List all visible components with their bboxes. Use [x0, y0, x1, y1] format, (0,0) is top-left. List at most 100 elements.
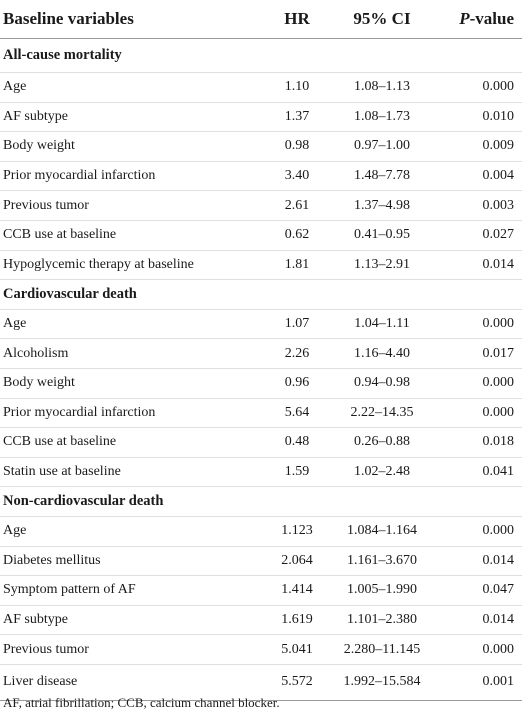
p-value-cell: 0.000: [438, 309, 522, 340]
section-header-row: All-cause mortality: [0, 38, 522, 73]
ci-cell: 1.101–2.380: [326, 605, 438, 636]
hr-cell: 1.123: [248, 516, 326, 547]
ci-cell: 1.13–2.91: [326, 250, 438, 281]
ci-cell: 1.48–7.78: [326, 161, 438, 192]
ci-cell: 1.08–1.73: [326, 102, 438, 133]
section-title: Non-cardiovascular death: [0, 486, 522, 517]
variable-name-cell: AF subtype: [0, 605, 248, 636]
ci-cell: 0.97–1.00: [326, 131, 438, 162]
table-row: CCB use at baseline 0.48 0.26–0.88 0.018: [0, 427, 522, 458]
ci-cell: 1.084–1.164: [326, 516, 438, 547]
hr-cell: 1.10: [248, 72, 326, 103]
hr-cell: 1.619: [248, 605, 326, 636]
variable-name-cell: Previous tumor: [0, 190, 248, 221]
table-row: Hypoglycemic therapy at baseline 1.81 1.13…: [0, 250, 522, 281]
variable-name-cell: Hypoglycemic therapy at baseline: [0, 250, 248, 281]
ci-cell: 1.37–4.98: [326, 190, 438, 221]
header-p-italic: P: [459, 9, 470, 28]
hr-cell: 5.041: [248, 634, 326, 665]
table-body: All-cause mortality Age 1.10 1.08–1.13 0.000…: [0, 38, 522, 701]
table-row: Age 1.07 1.04–1.11 0.000: [0, 309, 522, 340]
hr-cell: 1.81: [248, 250, 326, 281]
variable-name-cell: Age: [0, 516, 248, 547]
table-row: Prior myocardial infarction 3.40 1.48–7.78…: [0, 161, 522, 192]
p-value-cell: 0.017: [438, 338, 522, 369]
variable-name-cell: Prior myocardial infarction: [0, 161, 248, 192]
variable-name-cell: Previous tumor: [0, 634, 248, 665]
ci-cell: 1.02–2.48: [326, 457, 438, 488]
hr-cell: 0.62: [248, 220, 326, 251]
ci-cell: 2.22–14.35: [326, 398, 438, 429]
variable-name-cell: Alcoholism: [0, 338, 248, 369]
header-95-ci: 95% CI: [326, 0, 438, 39]
hr-cell: 5.64: [248, 398, 326, 429]
ci-cell: 1.08–1.13: [326, 72, 438, 103]
table-footnote: AF, atrial fibrillation; CCB, calcium ch…: [3, 695, 280, 710]
p-value-cell: 0.001: [438, 664, 522, 701]
p-value-cell: 0.014: [438, 250, 522, 281]
ci-cell: 1.16–4.40: [326, 338, 438, 369]
p-value-cell: 0.041: [438, 457, 522, 488]
p-value-cell: 0.018: [438, 427, 522, 458]
table-row: Body weight 0.96 0.94–0.98 0.000: [0, 368, 522, 399]
table-row: Prior myocardial infarction 5.64 2.22–14.3…: [0, 398, 522, 429]
hr-cell: 5.572: [248, 664, 326, 701]
hr-cell: 2.26: [248, 338, 326, 369]
table-row: Age 1.123 1.084–1.164 0.000: [0, 516, 522, 547]
hr-cell: 0.48: [248, 427, 326, 458]
hr-cell: 0.96: [248, 368, 326, 399]
section-title: Cardiovascular death: [0, 279, 522, 310]
header-baseline-variables: Baseline variables: [0, 0, 248, 39]
table-row: AF subtype 1.37 1.08–1.73 0.010: [0, 102, 522, 133]
table-row: Liver disease 5.572 1.992–15.584 0.001: [0, 664, 522, 701]
variable-name-cell: Liver disease: [0, 664, 248, 701]
p-value-cell: 0.000: [438, 398, 522, 429]
ci-cell: 2.280–11.145: [326, 634, 438, 665]
ci-cell: 0.41–0.95: [326, 220, 438, 251]
table-header: Baseline variables HR 95% CI P-value: [0, 0, 522, 39]
p-value-cell: 0.047: [438, 575, 522, 606]
table-row: Symptom pattern of AF 1.414 1.005–1.990 0.0…: [0, 575, 522, 606]
p-value-cell: 0.009: [438, 131, 522, 162]
table-row: Alcoholism 2.26 1.16–4.40 0.017: [0, 338, 522, 369]
p-value-cell: 0.014: [438, 605, 522, 636]
p-value-cell: 0.010: [438, 102, 522, 133]
table-row: AF subtype 1.619 1.101–2.380 0.014: [0, 605, 522, 636]
table-row: Previous tumor 5.041 2.280–11.145 0.000: [0, 634, 522, 665]
variable-name-cell: Prior myocardial infarction: [0, 398, 248, 429]
variable-name-cell: Diabetes mellitus: [0, 546, 248, 577]
ci-cell: 1.161–3.670: [326, 546, 438, 577]
variable-name-cell: Symptom pattern of AF: [0, 575, 248, 606]
p-value-cell: 0.000: [438, 516, 522, 547]
hr-cell: 1.414: [248, 575, 326, 606]
section-header-row: Non-cardiovascular death: [0, 486, 522, 517]
p-value-cell: 0.027: [438, 220, 522, 251]
section-header-row: Cardiovascular death: [0, 279, 522, 310]
hr-cell: 0.98: [248, 131, 326, 162]
p-value-cell: 0.000: [438, 368, 522, 399]
variable-name-cell: Age: [0, 309, 248, 340]
p-value-cell: 0.000: [438, 72, 522, 103]
p-value-cell: 0.014: [438, 546, 522, 577]
header-row: Baseline variables HR 95% CI P-value: [0, 0, 522, 39]
header-p-rest: -value: [469, 9, 514, 28]
ci-cell: 1.992–15.584: [326, 664, 438, 701]
header-p-value: P-value: [438, 0, 522, 39]
hr-cell: 1.37: [248, 102, 326, 133]
variable-name-cell: Body weight: [0, 131, 248, 162]
variable-name-cell: Body weight: [0, 368, 248, 399]
ci-cell: 1.04–1.11: [326, 309, 438, 340]
ci-cell: 0.94–0.98: [326, 368, 438, 399]
variable-name-cell: Statin use at baseline: [0, 457, 248, 488]
table-row: Statin use at baseline 1.59 1.02–2.48 0.041: [0, 457, 522, 488]
hr-cell: 2.61: [248, 190, 326, 221]
table-row: Previous tumor 2.61 1.37–4.98 0.003: [0, 190, 522, 221]
hr-cell: 1.59: [248, 457, 326, 488]
variable-name-cell: AF subtype: [0, 102, 248, 133]
hr-cell: 1.07: [248, 309, 326, 340]
ci-cell: 0.26–0.88: [326, 427, 438, 458]
table-row: Diabetes mellitus 2.064 1.161–3.670 0.014: [0, 546, 522, 577]
variable-name-cell: CCB use at baseline: [0, 427, 248, 458]
